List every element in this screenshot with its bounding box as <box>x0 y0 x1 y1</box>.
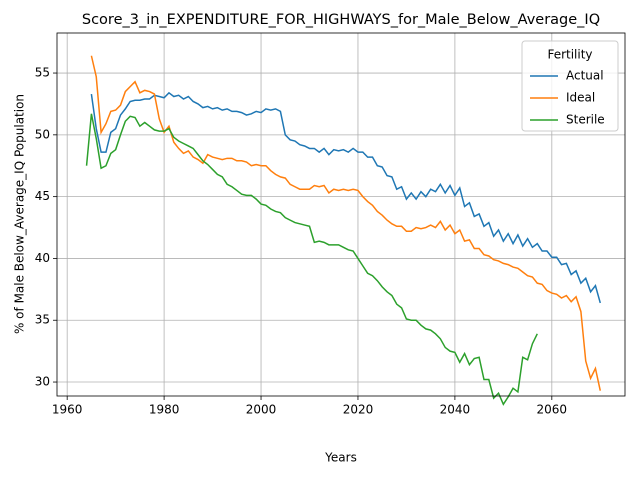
series-line <box>90 55 602 391</box>
x-axis-label: Years <box>324 451 357 465</box>
plot-frame <box>56 32 626 397</box>
legend-title: Fertility <box>547 48 592 62</box>
x-tick-label: 2060 <box>537 403 568 417</box>
y-tick-label: 55 <box>35 66 50 80</box>
x-tick-label: 1960 <box>52 403 83 417</box>
y-tick-label: 30 <box>35 375 50 389</box>
legend-box <box>521 40 619 132</box>
legend-label: Ideal <box>566 91 595 105</box>
series-line <box>85 113 538 406</box>
y-tick-label: 45 <box>35 189 50 203</box>
y-tick-label: 40 <box>35 251 50 265</box>
legend-label: Sterile <box>566 113 605 127</box>
x-tick-label: 1980 <box>149 403 180 417</box>
y-tick-label: 35 <box>35 313 50 327</box>
y-axis-label: % of Male Below_Average_IQ Population <box>13 94 27 334</box>
series-line <box>90 91 602 304</box>
y-tick-label: 50 <box>35 127 50 141</box>
legend-label: Actual <box>566 69 604 83</box>
x-tick-label: 2000 <box>246 403 277 417</box>
x-tick-label: 2020 <box>343 403 374 417</box>
x-tick-label: 2040 <box>440 403 471 417</box>
chart-title: Score_3_in_EXPENDITURE_FOR_HIGHWAYS_for_… <box>82 12 600 28</box>
